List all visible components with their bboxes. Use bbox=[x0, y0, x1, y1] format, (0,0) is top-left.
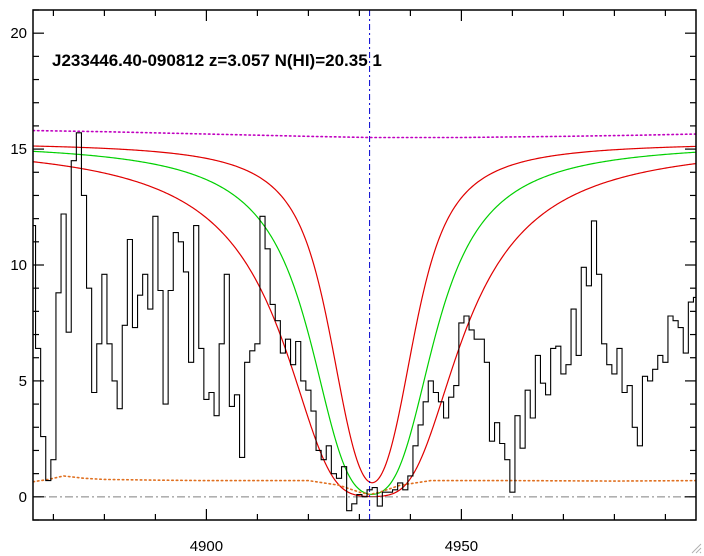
x-tick-label: 4950 bbox=[445, 538, 478, 555]
series-voigt-fit-lower bbox=[33, 161, 696, 498]
x-tick-label: 4900 bbox=[190, 538, 223, 555]
flux-histogram-layer bbox=[33, 132, 696, 512]
y-tick-label: 5 bbox=[19, 373, 27, 390]
resize-grip-icon[interactable] bbox=[690, 542, 702, 554]
y-tick-label: 10 bbox=[10, 257, 27, 274]
series-flux bbox=[33, 132, 696, 512]
series-voigt-fit-upper bbox=[33, 145, 696, 484]
y-tick-label: 0 bbox=[19, 489, 27, 506]
tick-labels: 0 5 10 15 20 4900 4950 bbox=[10, 25, 478, 555]
series-error bbox=[33, 475, 696, 496]
y-tick-label: 20 bbox=[10, 25, 27, 42]
series-continuum bbox=[33, 129, 696, 139]
axis-ticks bbox=[33, 9, 696, 521]
y-tick-label: 15 bbox=[10, 141, 27, 158]
chart-title: J233446.40-090812 z=3.057 N(HI)=20.35 1 bbox=[52, 51, 382, 70]
